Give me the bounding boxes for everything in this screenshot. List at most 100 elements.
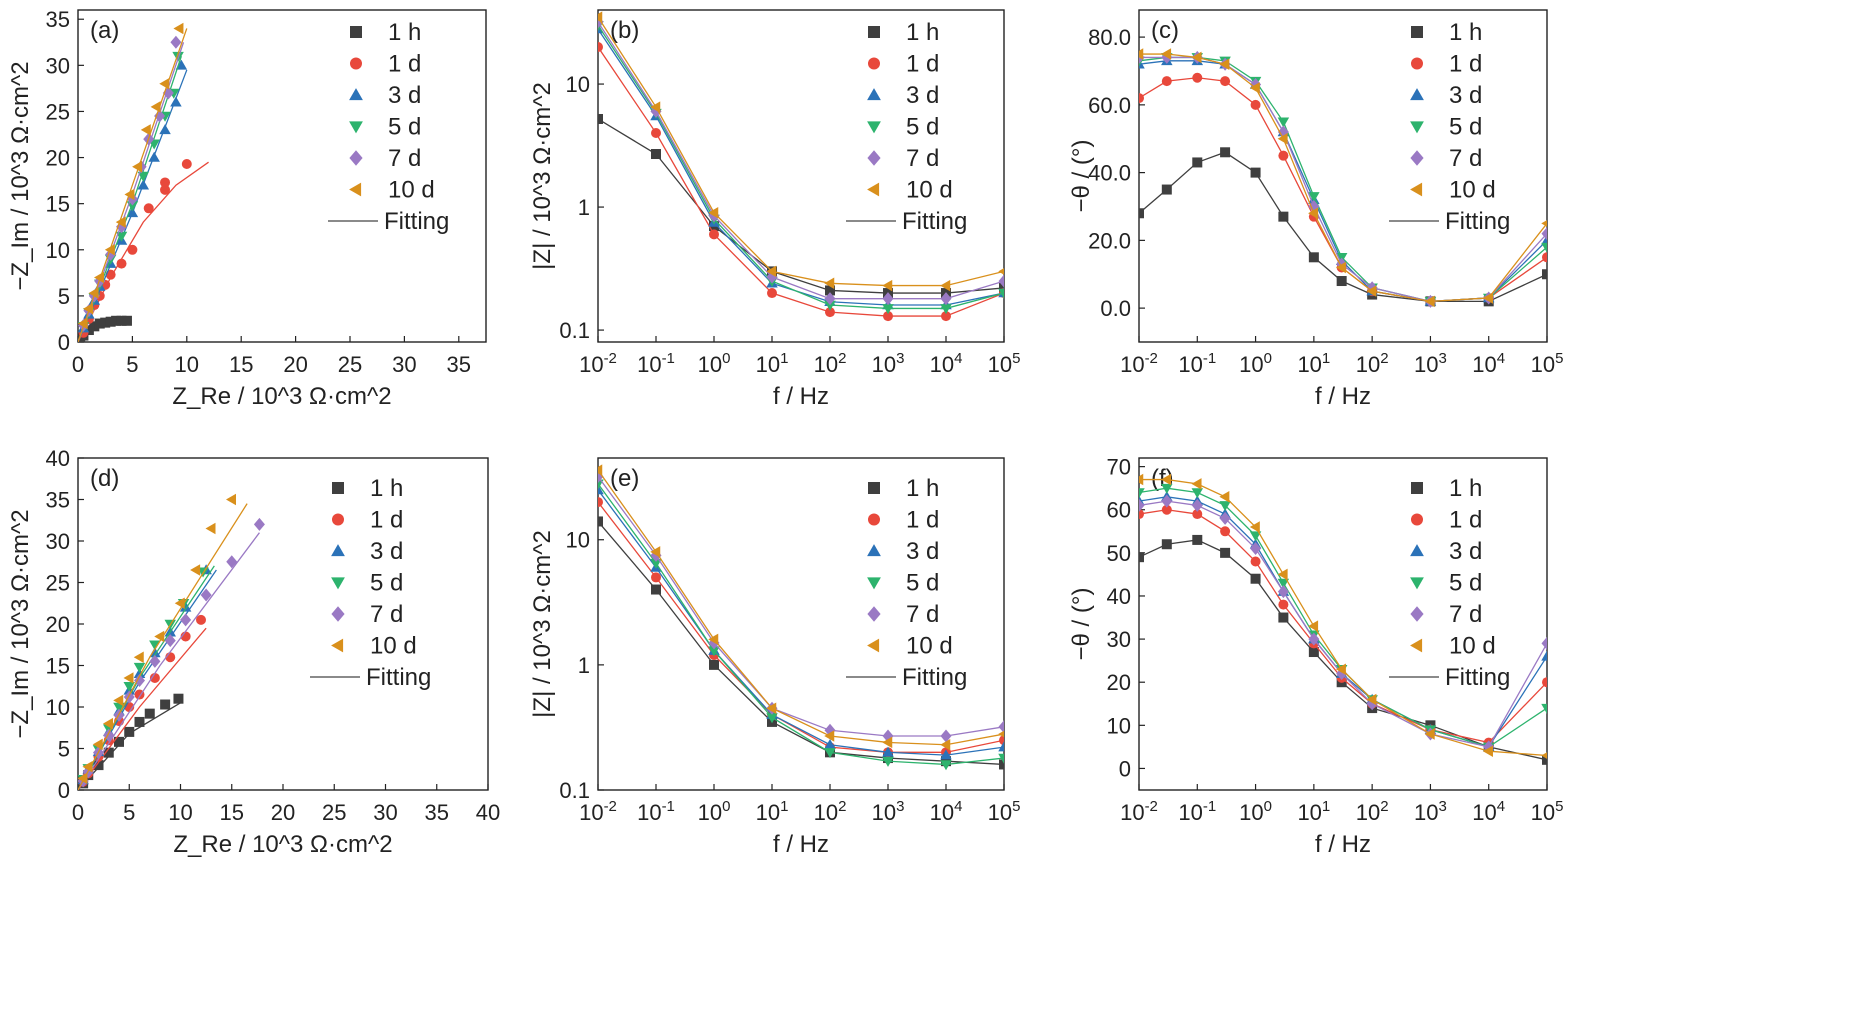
x-tick-label: 15: [229, 352, 253, 377]
x-tick-label: 103: [872, 798, 905, 825]
x-tick-label: 20: [271, 800, 295, 825]
data-point-10d: [766, 265, 777, 278]
data-point-10d: [708, 633, 719, 646]
data-point-1d: [825, 307, 835, 318]
data-point-5d: [824, 300, 836, 311]
x-tick-label: 103: [1414, 798, 1447, 825]
data-point-1h: [1139, 552, 1144, 563]
data-point-10d: [1191, 478, 1202, 490]
data-point-10d: [205, 522, 216, 535]
legend-marker-1d: [868, 513, 880, 526]
data-point-3d: [159, 124, 171, 135]
data-point-1d: [1542, 252, 1547, 263]
y-tick-label: 0: [58, 330, 70, 355]
data-point-10d: [1277, 568, 1288, 581]
x-tick-label: 105: [988, 350, 1021, 377]
y-tick-label: 1: [578, 195, 590, 220]
fit-line-5d: [598, 25, 1004, 310]
y-axis-label: −Z_Im / 10^3 Ω·cm^2: [7, 61, 34, 290]
x-tick-label: 10: [175, 352, 199, 377]
plot-frame: [597, 457, 1005, 791]
series-5d: [598, 479, 1004, 771]
y-tick-label: 0.0: [1100, 296, 1131, 321]
data-point-5d: [115, 231, 128, 242]
legend-label: 10 d: [370, 633, 417, 660]
y-tick-label: 15: [46, 654, 70, 679]
data-point-1h: [1308, 252, 1319, 263]
data-point-10d: [1277, 132, 1288, 145]
legend-marker-5d: [867, 121, 881, 134]
data-point-1h: [1542, 754, 1547, 765]
fit-line-10d: [598, 16, 1004, 287]
data-point-3d: [882, 746, 894, 757]
y-tick-label: 30: [46, 53, 70, 78]
series-1d: [598, 497, 1004, 758]
x-tick-label: 101: [1297, 798, 1330, 825]
data-point-1h: [83, 325, 94, 336]
data-point-1h: [160, 699, 171, 710]
x-tick-label: 25: [338, 352, 362, 377]
data-point-10d: [650, 101, 661, 113]
fit-line-10d: [78, 503, 248, 790]
legend: 1 h 1 d 3 d 5 d 7 d 10 d Fitting: [1389, 475, 1510, 691]
y-tick-label: 0: [1119, 756, 1131, 781]
x-tick-label: 5: [123, 800, 135, 825]
y-axis-label: −θ / (°): [1068, 588, 1095, 661]
y-tick-label: 50: [1107, 541, 1131, 566]
data-point-7d: [1219, 511, 1231, 525]
series-10d: [598, 464, 1004, 751]
y-axis-label: −θ / (°): [1068, 140, 1095, 213]
y-tick-label: 15: [46, 192, 70, 217]
data-point-10d: [115, 216, 126, 228]
data-point-1d: [1161, 76, 1172, 87]
data-point-5d: [1277, 117, 1290, 128]
x-tick-label: 100: [698, 798, 731, 825]
data-point-1d: [1278, 599, 1289, 610]
x-tick-label: 10-1: [1178, 350, 1216, 377]
fit-line-10d: [1139, 478, 1547, 757]
fit-line-1h: [1139, 539, 1547, 761]
data-point-7d: [253, 517, 265, 531]
data-point-10d: [78, 772, 88, 785]
legend-label: 3 d: [906, 82, 939, 109]
data-point-1h: [1192, 157, 1203, 168]
data-point-10d: [124, 188, 135, 201]
data-point-10d: [159, 78, 170, 90]
y-tick-label: 10: [566, 72, 590, 97]
data-point-1d: [941, 311, 951, 322]
x-tick-label: 101: [756, 798, 789, 825]
legend-label: Fitting: [902, 664, 967, 691]
data-point-1h: [134, 716, 145, 727]
panel-b: 10-2 10-1 100 101 102 103 104 105 0.1 1 10 f / Hz |Z…: [529, 9, 1021, 410]
y-axis-label: |Z| / 10^3 Ω·cm^2: [529, 530, 556, 718]
data-point-5d: [133, 662, 146, 673]
data-point-5d: [766, 713, 778, 724]
x-axis-label: f / Hz: [773, 383, 829, 410]
data-point-5d: [940, 760, 952, 771]
data-point-10d: [1482, 745, 1493, 757]
x-tick-label: 15: [220, 800, 244, 825]
series-3d: [1139, 491, 1547, 752]
legend: 1 h 1 d 3 d 5 d 7 d 10 d Fitting: [846, 475, 967, 691]
x-tick-label: 10: [168, 800, 192, 825]
y-tick-label: 10: [46, 695, 70, 720]
data-point-1d: [1192, 509, 1203, 520]
data-point-5d: [1541, 242, 1547, 253]
legend-marker-7d: [1410, 150, 1424, 166]
y-tick-label: 1: [578, 653, 590, 678]
y-axis-label: −Z_Im / 10^3 Ω·cm^2: [7, 509, 34, 738]
panel-c: 10-2 10-1 100 101 102 103 104 105 0.0 20.0 40.0 60.…: [1068, 9, 1563, 410]
data-point-1h: [1278, 211, 1289, 222]
data-point-1d: [143, 203, 154, 214]
x-tick-label: 103: [872, 350, 905, 377]
panel-f: 10-2 10-1 100 101 102 103 104 105 0 10 20 30 40 50 60 7…: [1068, 455, 1563, 858]
x-axis-label: f / Hz: [1315, 831, 1371, 858]
x-tick-label: 10-2: [1120, 798, 1158, 825]
data-point-1d: [1192, 72, 1203, 83]
x-tick-label: 102: [814, 350, 847, 377]
data-layer: [598, 11, 1004, 322]
data-point-7d: [149, 654, 161, 668]
legend-marker-7d: [349, 150, 363, 166]
data-point-1d: [767, 288, 777, 299]
data-point-1d: [1139, 509, 1144, 520]
